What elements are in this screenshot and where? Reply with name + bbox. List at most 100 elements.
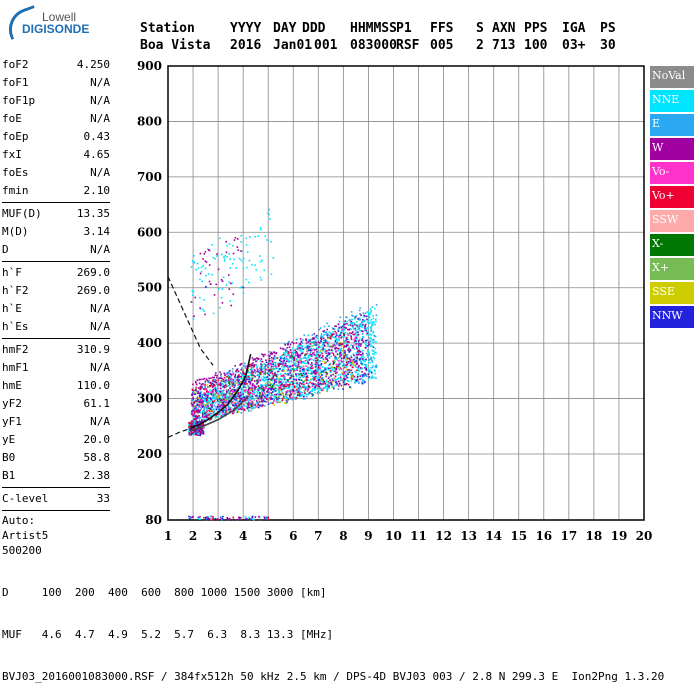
echo-point bbox=[348, 347, 350, 350]
echo-point bbox=[218, 403, 220, 406]
echo-point bbox=[235, 369, 238, 371]
echo-point bbox=[279, 378, 281, 380]
echo-point bbox=[216, 384, 219, 387]
echo-point bbox=[341, 349, 343, 352]
echo-point bbox=[298, 365, 300, 368]
echo-point bbox=[226, 398, 229, 401]
echo-point bbox=[225, 400, 227, 403]
param-row: B0 58.8 bbox=[2, 449, 110, 467]
echo-point bbox=[193, 389, 195, 392]
echo-point bbox=[252, 392, 255, 394]
echo-point bbox=[256, 366, 258, 369]
echo-point bbox=[317, 369, 319, 372]
echo-point bbox=[355, 371, 358, 374]
echo-point bbox=[188, 515, 190, 518]
echo-point bbox=[301, 348, 304, 351]
echo-point bbox=[277, 373, 279, 376]
echo-point bbox=[203, 310, 205, 312]
echo-point bbox=[246, 398, 249, 401]
echo-point bbox=[296, 352, 299, 354]
echo-point bbox=[315, 342, 317, 345]
echo-point bbox=[310, 351, 312, 354]
echo-point bbox=[337, 342, 339, 345]
header-label-8: AXN bbox=[492, 21, 516, 36]
echo-point bbox=[217, 393, 219, 395]
echo-point bbox=[333, 387, 335, 390]
echo-point bbox=[234, 390, 236, 392]
echo-point bbox=[190, 411, 193, 414]
echo-point bbox=[249, 405, 251, 407]
echo-point bbox=[285, 379, 288, 381]
echo-point bbox=[352, 361, 355, 364]
echo-point bbox=[287, 366, 289, 368]
echo-point bbox=[326, 385, 328, 387]
echo-point bbox=[354, 329, 357, 332]
echo-point bbox=[337, 367, 339, 370]
echo-point bbox=[305, 372, 308, 374]
param-name: yF1 bbox=[2, 415, 22, 428]
echo-point bbox=[265, 516, 268, 519]
echo-point bbox=[234, 389, 237, 392]
echo-point bbox=[233, 392, 235, 394]
echo-point bbox=[334, 344, 336, 346]
echo-point bbox=[255, 386, 257, 389]
echo-point bbox=[346, 343, 348, 346]
echo-point bbox=[290, 373, 293, 375]
echo-point bbox=[316, 334, 318, 337]
echo-point bbox=[268, 364, 270, 367]
echo-point bbox=[317, 375, 319, 378]
echo-point bbox=[210, 403, 213, 406]
echo-point bbox=[249, 236, 251, 238]
echo-point bbox=[240, 285, 243, 288]
param-row: h`F 269.0 bbox=[2, 264, 110, 282]
echo-point bbox=[290, 360, 292, 363]
echo-point bbox=[336, 365, 339, 368]
echo-point bbox=[210, 391, 212, 393]
echo-point bbox=[249, 363, 251, 366]
echo-point bbox=[206, 408, 208, 411]
echo-point bbox=[268, 378, 271, 380]
echo-point bbox=[353, 378, 356, 381]
echo-point bbox=[213, 411, 215, 414]
echo-point bbox=[311, 393, 313, 395]
echo-point bbox=[326, 390, 328, 393]
y-tick-label: 800 bbox=[137, 114, 162, 128]
echo-point bbox=[300, 340, 303, 343]
echo-point bbox=[339, 351, 342, 354]
echo-point bbox=[338, 334, 341, 337]
echo-point bbox=[204, 260, 207, 262]
echo-point bbox=[220, 515, 222, 518]
echo-point bbox=[356, 350, 359, 353]
echo-point bbox=[336, 347, 339, 350]
echo-point bbox=[374, 347, 377, 350]
echo-point bbox=[335, 325, 338, 328]
echo-point bbox=[198, 430, 201, 432]
echo-point bbox=[247, 368, 249, 371]
echo-point bbox=[280, 357, 282, 360]
echo-point bbox=[320, 375, 322, 378]
echo-point bbox=[368, 316, 371, 319]
header-label-3: DDD bbox=[302, 21, 326, 36]
echo-point bbox=[312, 341, 315, 344]
echo-point bbox=[197, 432, 200, 434]
echo-point bbox=[250, 379, 253, 382]
echo-point bbox=[200, 266, 203, 269]
echo-point bbox=[226, 396, 228, 399]
echo-point bbox=[241, 408, 243, 411]
echo-point bbox=[197, 428, 200, 431]
echo-point bbox=[224, 384, 227, 386]
echo-point bbox=[248, 401, 251, 404]
echo-point bbox=[318, 344, 320, 346]
echo-point bbox=[274, 393, 276, 396]
echo-point bbox=[279, 363, 281, 365]
echo-point bbox=[307, 372, 310, 375]
x-tick-label: 11 bbox=[410, 529, 427, 543]
echo-point bbox=[204, 415, 206, 418]
echo-point bbox=[251, 383, 254, 385]
echo-point bbox=[259, 394, 261, 397]
echo-point bbox=[326, 342, 329, 345]
echo-point bbox=[347, 338, 350, 341]
echo-point bbox=[232, 379, 235, 381]
echo-point bbox=[192, 403, 194, 406]
x-tick-label: 5 bbox=[264, 529, 272, 543]
